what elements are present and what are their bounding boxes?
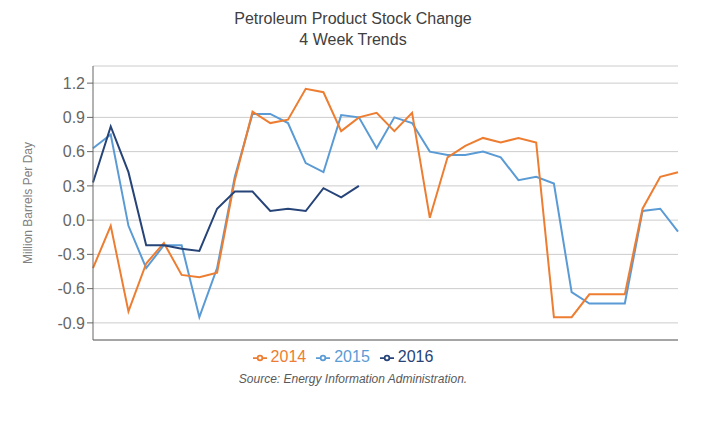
- svg-text:-0.6: -0.6: [57, 280, 85, 297]
- svg-text:0.9: 0.9: [63, 109, 85, 126]
- html-text:2014: 2014: [270, 348, 307, 365]
- svg-text:1.2: 1.2: [63, 75, 85, 92]
- svg-text:-0.3: -0.3: [57, 246, 85, 263]
- html-text:2016: 2016: [397, 348, 434, 365]
- html-text:4 Week Trends: 4 Week Trends: [299, 31, 407, 48]
- html-text:2015: 2015: [334, 348, 370, 365]
- svg-text:-0.9: -0.9: [57, 315, 85, 332]
- html-text:Source: Energy Information Adm: Source: Energy Information Administratio…: [238, 372, 468, 386]
- svg-text:0.3: 0.3: [63, 178, 85, 195]
- svg-text:0.6: 0.6: [63, 143, 85, 160]
- svg-text:0.0: 0.0: [63, 212, 85, 229]
- svg-text:Million Barrels Per Day: Million Barrels Per Day: [21, 142, 35, 264]
- html-text:Petroleum Product Stock Change: Petroleum Product Stock Change: [234, 10, 472, 27]
